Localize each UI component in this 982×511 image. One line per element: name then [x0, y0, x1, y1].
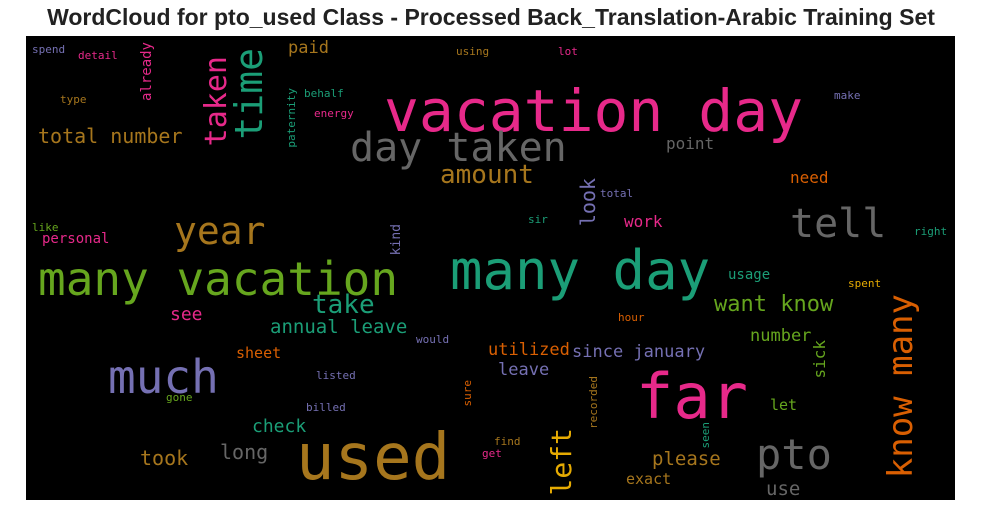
word-number: number	[750, 326, 812, 346]
word-total: total	[600, 187, 634, 200]
word-get: get	[482, 447, 502, 460]
word-know-many: know many	[881, 294, 921, 479]
wordcloud-canvas: vacation day many day many vacation used…	[26, 36, 955, 500]
word-paid: paid	[288, 38, 329, 58]
word-right: right	[914, 225, 948, 238]
word-took: took	[140, 446, 189, 470]
word-vacation-day: vacation day	[384, 77, 804, 145]
word-using: using	[456, 45, 490, 58]
word-personal: personal	[42, 231, 110, 247]
word-need: need	[790, 168, 829, 187]
word-total-number: total number	[38, 124, 183, 148]
word-behalf: behalf	[304, 87, 344, 100]
word-make: make	[834, 89, 861, 102]
word-usage: usage	[728, 267, 771, 283]
word-lot: lot	[558, 45, 578, 58]
word-recorded: recorded	[587, 376, 600, 429]
word-would: would	[416, 333, 450, 346]
word-kind: kind	[389, 224, 404, 256]
word-spent: spent	[848, 277, 882, 290]
word-year: year	[174, 209, 266, 253]
word-many-vacation: many vacation	[38, 252, 399, 306]
word-take: take	[312, 290, 375, 320]
word-much: much	[108, 350, 219, 404]
word-want-know: want know	[714, 292, 834, 317]
word-pto: pto	[756, 430, 832, 479]
word-use: use	[766, 478, 801, 500]
word-tell: tell	[790, 201, 887, 247]
word-long: long	[220, 440, 269, 464]
word-left: left	[545, 428, 578, 496]
word-sure: sure	[461, 380, 474, 407]
word-many-day: many day	[450, 239, 711, 302]
word-spend: spend	[32, 43, 66, 56]
word-hour: hour	[618, 311, 645, 324]
word-utilized: utilized	[488, 340, 570, 360]
chart-title: WordCloud for pto_used Class - Processed…	[47, 4, 935, 30]
word-taken: taken	[199, 56, 234, 147]
word-amount: amount	[440, 160, 534, 190]
word-day-taken: day taken	[350, 125, 567, 171]
word-gone: gone	[166, 391, 193, 404]
word-already: already	[139, 42, 155, 102]
word-let: let	[770, 396, 798, 414]
word-find: find	[494, 435, 521, 448]
word-since-january: since january	[572, 342, 706, 362]
word-used: used	[296, 421, 451, 495]
word-exact: exact	[626, 470, 672, 488]
word-listed: listed	[316, 369, 356, 382]
word-type: type	[60, 93, 87, 106]
word-detail: detail	[78, 49, 118, 62]
word-sir: sir	[528, 213, 548, 226]
word-sheet: sheet	[236, 344, 282, 362]
word-look: look	[576, 178, 600, 227]
word-energy: energy	[314, 107, 354, 120]
word-leave: leave	[498, 360, 550, 380]
word-time: time	[227, 48, 271, 140]
word-see: see	[170, 304, 203, 325]
word-seen: seen	[699, 422, 712, 449]
word-please: please	[652, 448, 721, 470]
word-check: check	[252, 416, 307, 437]
word-sick: sick	[810, 340, 829, 379]
word-billed: billed	[306, 401, 346, 414]
word-point: point	[666, 134, 715, 153]
word-far: far	[636, 360, 748, 433]
word-paternity: paternity	[285, 88, 298, 148]
word-like: like	[32, 221, 59, 234]
word-work: work	[624, 212, 663, 231]
word-annual-leave: annual leave	[270, 316, 408, 338]
